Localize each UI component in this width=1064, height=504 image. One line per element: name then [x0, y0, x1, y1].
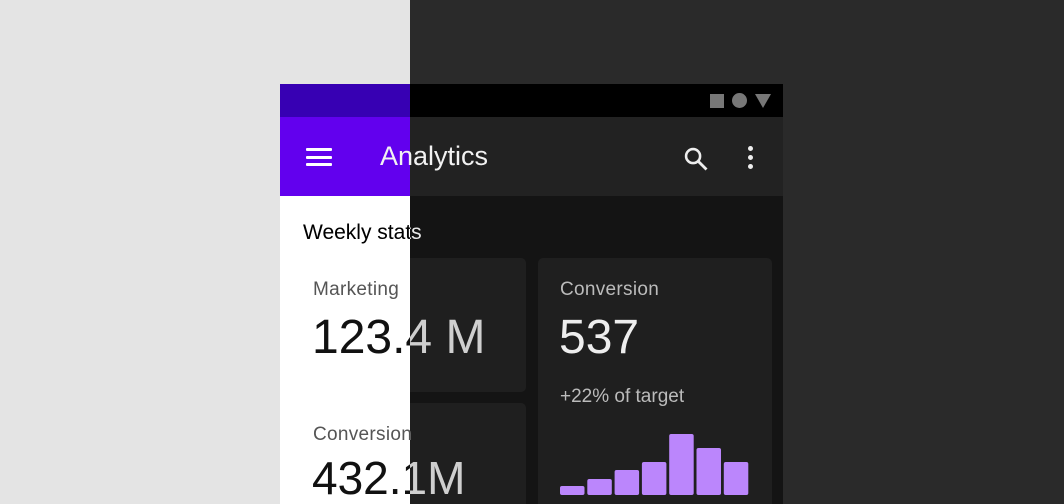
chart-bar: [696, 448, 721, 495]
phone-screen: Analytics Weekly stats Marketing 123.4 M…: [280, 84, 783, 504]
more-vert-icon[interactable]: [748, 146, 754, 173]
chart-bar: [723, 462, 749, 495]
chart-bar: [641, 462, 667, 495]
menu-icon[interactable]: [306, 148, 332, 166]
bar-chart: [560, 434, 749, 495]
section-title: Weekly stats: [303, 221, 422, 244]
triangle-icon: [755, 93, 771, 108]
card-label: Marketing: [313, 279, 400, 300]
circle-icon: [732, 93, 747, 108]
app-title: Analytics: [380, 141, 489, 171]
card-label: Conversion: [313, 424, 413, 445]
conversion-chart-card[interactable]: Conversion 537 +22% of target: [538, 258, 772, 504]
search-icon[interactable]: [682, 145, 710, 173]
app-bar: Analytics: [280, 117, 783, 196]
conversion-card[interactable]: Conversion 432.1M: [291, 403, 526, 504]
status-bar: [280, 84, 783, 117]
card-value: 123.4 M: [312, 311, 486, 364]
card-value: 537: [559, 311, 640, 364]
card-value: 432.1M: [312, 452, 466, 504]
card-subtitle: +22% of target: [560, 386, 685, 407]
chart-bar: [614, 470, 640, 495]
chart-bar: [560, 486, 585, 495]
card-label: Conversion: [560, 279, 660, 300]
marketing-card[interactable]: Marketing 123.4 M: [291, 258, 526, 392]
chart-bar: [587, 479, 612, 495]
chart-bar: [669, 434, 694, 495]
square-icon: [710, 93, 724, 108]
content: Weekly stats Marketing 123.4 M Conversio…: [280, 196, 783, 504]
